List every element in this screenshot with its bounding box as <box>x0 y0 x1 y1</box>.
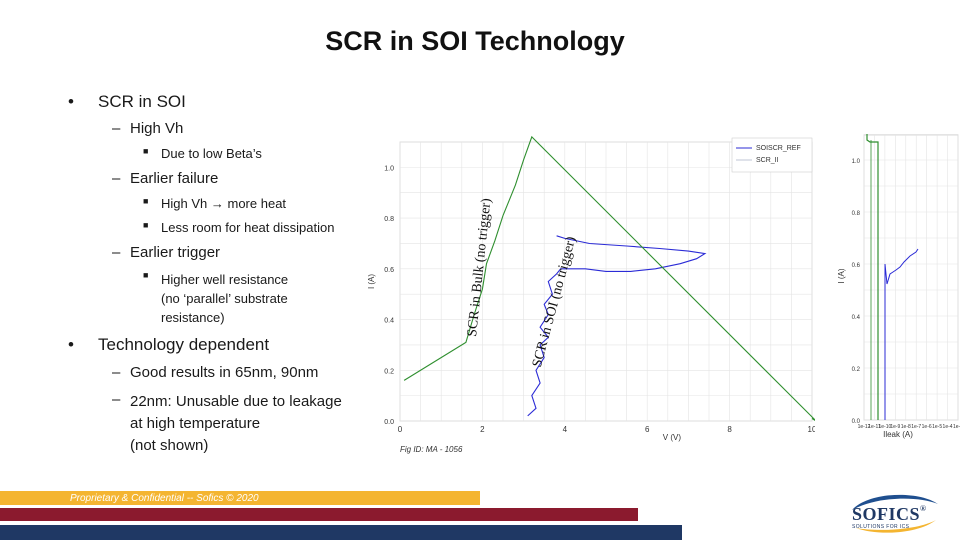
x-tick-label: 8 <box>727 425 732 434</box>
leakage-x-tick-label: 1e-4 <box>943 424 953 430</box>
bullet-high-vh: High Vh <box>130 120 184 137</box>
leakage-y-tick-label: 0.0 <box>852 419 861 425</box>
bullet-technology-dependent: Technology dependent <box>98 335 270 354</box>
leakage-green-line <box>866 134 879 420</box>
series-line-soiscr-ref <box>527 235 707 417</box>
leakage-x-tick-label: 1e-6 <box>922 424 932 430</box>
higher-well-line-2: (no ‘parallel’ substrate <box>161 291 288 306</box>
logo-swoosh-icon <box>852 494 938 533</box>
nm22-line-3: (not shown) <box>130 437 209 454</box>
dash-marker: – <box>112 120 121 137</box>
bullet-good-results: Good results in 65nm, 90nm <box>130 364 319 381</box>
leakage-x-tick-label: 1e-5 <box>932 424 942 430</box>
x-tick-label: 0 <box>398 425 403 434</box>
y-tick-label: 0.6 <box>384 267 394 274</box>
dash-marker: – <box>112 244 121 261</box>
chart-grid <box>399 141 813 422</box>
iv-chart: 0 2 4 6 8 10 0.0 0.2 0.4 0.6 0.8 1.0 V (V) I (A) Fi… <box>367 135 815 454</box>
square-marker: ■ <box>143 196 149 206</box>
y-tick-label: 0.4 <box>384 318 394 325</box>
bullet-higher-well: Higher well resistance (no ‘parallel’ su… <box>161 270 288 327</box>
chart-ticks: 0 2 4 6 8 10 0.0 0.2 0.4 0.6 0.8 1.0 <box>384 165 815 434</box>
leakage-x-tick-label: 1e-9 <box>890 424 900 430</box>
legend-scr-ii: SCR_II <box>756 157 779 164</box>
logo-tagline: SOLUTIONS FOR ICS <box>852 524 910 530</box>
series-line-unnamed-2 <box>403 135 815 421</box>
square-marker: ■ <box>143 220 149 230</box>
x-tick-label: 2 <box>480 425 485 434</box>
bullet-earlier-trigger: Earlier trigger <box>130 244 221 261</box>
x-axis-label: V (V) <box>663 433 682 442</box>
fig-id-label: Fig ID: MA - 1056 <box>400 445 463 454</box>
legend-soiscr-ref: SOISCR_REF <box>756 145 801 152</box>
higher-well-line-1: Higher well resistance <box>161 272 289 287</box>
footer-navy-bar <box>0 525 682 540</box>
leakage-x-tick-label: 1e-10 <box>878 424 891 430</box>
leakage-y-tick-label: 1.0 <box>852 159 861 165</box>
nm22-line-2: at high temperature <box>130 415 261 432</box>
square-marker: ■ <box>143 146 149 156</box>
y-axis-label: I (A) <box>367 274 376 289</box>
leakage-x-tick-label: 1e-7 <box>911 424 921 430</box>
footer-maroon-bar <box>0 508 638 521</box>
bullet-less-room: Less room for heat dissipation <box>161 220 335 235</box>
bullet-high-vh-more-heat: High Vh → more heat <box>161 196 286 211</box>
x-tick-label: 6 <box>645 425 650 434</box>
y-tick-label: 0.8 <box>384 216 394 223</box>
dash-marker: – <box>112 364 121 381</box>
x-tick-label: 10 <box>808 425 815 434</box>
leakage-y-tick-label: 0.8 <box>852 211 861 217</box>
leakage-y-tick-label: 0.2 <box>852 367 861 373</box>
slide-title: SCR in SOI Technology <box>325 26 625 56</box>
leakage-y-tick-label: 0.6 <box>852 263 861 269</box>
arrow-right-icon: → <box>210 196 224 211</box>
bullet-earlier-failure: Earlier failure <box>130 170 219 187</box>
more-heat-text: more heat <box>227 196 287 211</box>
y-tick-label: 0.2 <box>384 368 394 375</box>
high-vh-text: High Vh <box>161 196 208 211</box>
bullet-22nm: 22nm: Unusable due to leakage at high te… <box>130 391 342 457</box>
nm22-line-1: 22nm: Unusable due to leakage <box>130 393 342 410</box>
sofics-logo: SOFICS® SOLUTIONS FOR ICS <box>848 490 940 534</box>
leakage-x-tick-label: 1e-12 <box>858 424 871 430</box>
leakage-chart-grid <box>863 134 959 421</box>
bullet-due-low-beta: Due to low Beta’s <box>161 146 262 161</box>
bullet-dot: • <box>68 92 74 111</box>
logo-wordmark: SOFICS® <box>852 504 927 524</box>
higher-well-line-3: resistance) <box>161 310 225 325</box>
leakage-x-tick-label: 1e-8 <box>901 424 911 430</box>
y-tick-label: 0.0 <box>384 419 394 426</box>
leakage-x-axis-label: Ileak (A) <box>883 430 913 439</box>
leakage-y-tick-label: 0.4 <box>852 315 861 321</box>
chart-series <box>403 135 815 421</box>
dash-marker: – <box>112 391 121 408</box>
leakage-x-tick-label: 1e-3 <box>953 424 960 430</box>
footer-gold-bar <box>0 491 480 505</box>
chart-legend: SOISCR_REF SCR_II <box>731 137 813 173</box>
leakage-x-tick-label: 1e-11 <box>868 424 881 430</box>
x-tick-label: 4 <box>563 425 568 434</box>
bullet-scr-in-soi: SCR in SOI <box>98 92 186 111</box>
leakage-blue-line <box>884 248 919 420</box>
bullet-dot: • <box>68 335 74 354</box>
footer-text: Proprietary & Confidential -- Sofics © 2… <box>70 493 259 504</box>
dash-marker: – <box>112 170 121 187</box>
leakage-chart-series <box>866 134 919 420</box>
leakage-y-axis-label: I (A) <box>837 268 846 283</box>
y-tick-label: 1.0 <box>384 165 394 172</box>
square-marker: ■ <box>143 270 149 280</box>
